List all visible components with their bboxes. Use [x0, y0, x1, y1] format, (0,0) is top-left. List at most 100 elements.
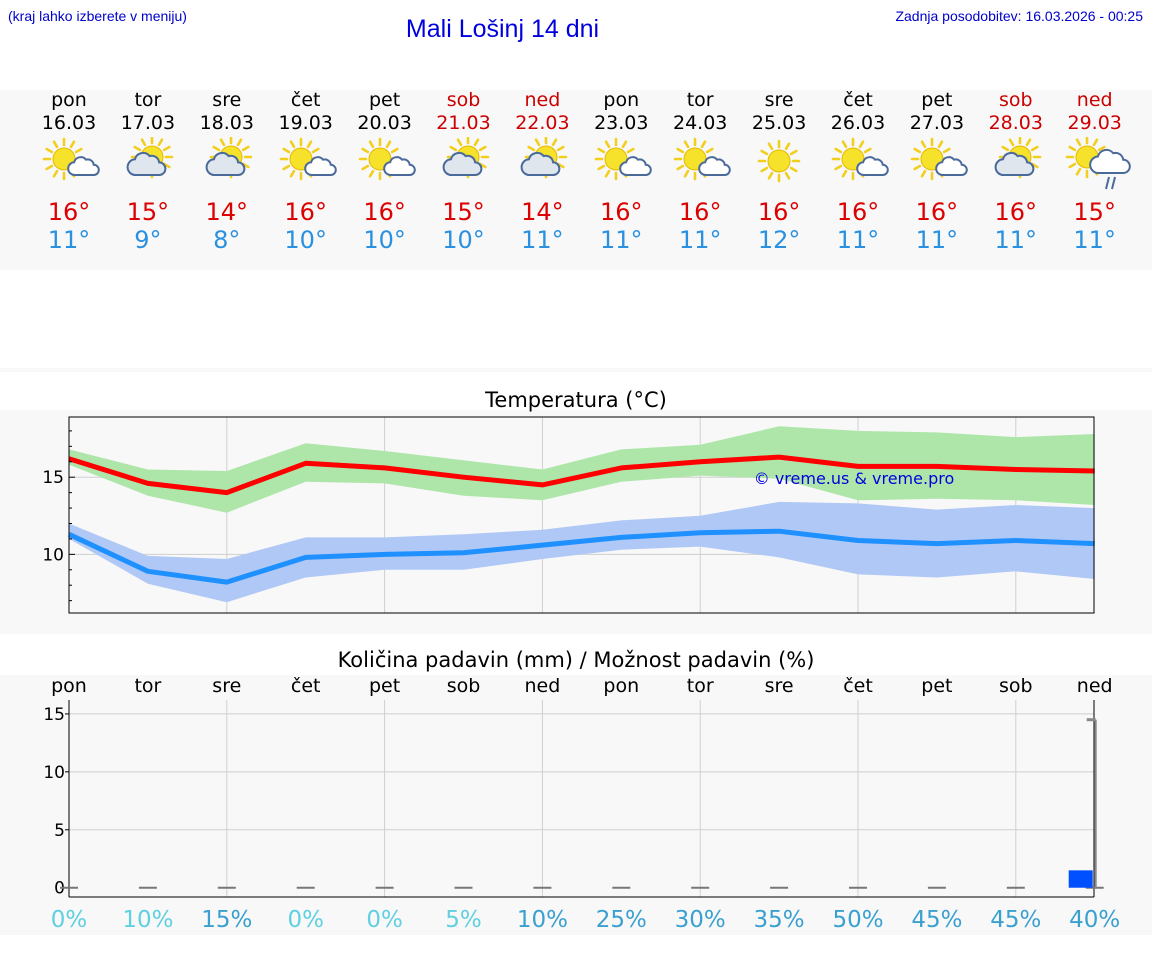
- precip-y-tick-label: 15: [43, 705, 65, 725]
- day-card: ned 22.03 14° 11°: [502, 88, 582, 254]
- day-date: 23.03: [594, 112, 649, 134]
- day-card: ned 29.03 15° 11°: [1055, 88, 1135, 254]
- min-temperature: 10°: [442, 226, 485, 254]
- precip-day-label: pon: [603, 675, 639, 697]
- min-temperature: 11°: [521, 226, 564, 254]
- precip-chance-label: 15%: [201, 907, 252, 933]
- day-name: tor: [134, 89, 162, 111]
- day-name: sob: [446, 89, 481, 111]
- forecast-band: [0, 90, 1152, 270]
- day-date: 16.03: [41, 112, 97, 134]
- min-temperature: 12°: [757, 226, 801, 254]
- min-temperature: 11°: [994, 226, 1038, 254]
- cloud-sun-icon: [189, 135, 265, 187]
- day-card: pon 16.03 16° 11°: [29, 88, 109, 254]
- min-temperature: 11°: [836, 226, 880, 254]
- day-card: sob 28.03 16° 11°: [976, 88, 1056, 254]
- precip-day-label: sre: [765, 675, 794, 697]
- day-name: tor: [686, 89, 714, 111]
- sun-rain-cloud-icon: [1057, 135, 1133, 190]
- precip-day-label: tor: [687, 675, 714, 697]
- day-name: sob: [999, 89, 1033, 111]
- temperature-chart-title: Temperatura (°C): [485, 388, 667, 412]
- precip-bar: [1068, 870, 1093, 888]
- day-card: tor 17.03 15° 9°: [108, 88, 188, 254]
- y-tick-label: 10: [42, 545, 64, 565]
- day-name: čet: [290, 89, 321, 111]
- day-date: 17.03: [120, 112, 176, 134]
- day-date: 19.03: [278, 112, 333, 134]
- precip-day-label: pet: [921, 675, 952, 697]
- day-date: 29.03: [1067, 112, 1122, 134]
- precip-chance-label: 45%: [990, 907, 1041, 933]
- max-temperature: 16°: [47, 198, 91, 226]
- day-card: tor 24.03 16° 11°: [660, 88, 740, 254]
- precip-chance-label: 0%: [51, 907, 88, 933]
- precipitation-chart-title: Količina padavin (mm) / Možnost padavin …: [337, 648, 815, 672]
- day-name: pet: [368, 89, 401, 111]
- day-name: pon: [603, 89, 640, 111]
- max-temperature: 16°: [994, 198, 1038, 226]
- sun-icon: [741, 137, 817, 187]
- min-temperature: 11°: [600, 226, 643, 254]
- y-tick-label: 15: [42, 468, 64, 488]
- day-card: čet 26.03 16° 11°: [818, 88, 898, 254]
- day-date: 28.03: [988, 112, 1043, 134]
- day-date: 27.03: [909, 112, 965, 134]
- max-temperature-range: [69, 426, 1095, 513]
- precip-day-label: pon: [51, 675, 87, 697]
- day-name: ned: [1076, 89, 1113, 111]
- min-temperature: 9°: [134, 226, 162, 254]
- min-temperature: 11°: [1073, 226, 1116, 254]
- max-temperature: 16°: [363, 198, 406, 226]
- min-temperature: 11°: [678, 226, 722, 254]
- max-temperature: 16°: [600, 198, 643, 226]
- max-temperature: 15°: [126, 198, 170, 226]
- precip-plot-area: [69, 700, 1094, 897]
- day-date: 22.03: [515, 112, 570, 134]
- cloud-sun-icon: [978, 135, 1054, 187]
- separator-band: [0, 368, 1152, 372]
- precip-y-tick-label: 10: [43, 763, 65, 783]
- day-card: sre 18.03 14° 8°: [187, 88, 267, 254]
- precip-day-label: tor: [134, 675, 161, 697]
- day-card: pon 23.03 16° 11°: [581, 88, 661, 254]
- cloud-sun-icon: [504, 135, 580, 187]
- precip-chance-label: 45%: [911, 907, 962, 933]
- min-temperature: 10°: [363, 226, 406, 254]
- precip-day-label: čet: [291, 675, 321, 697]
- precip-day-label: pet: [369, 675, 400, 697]
- day-date: 24.03: [672, 112, 728, 134]
- sun-cloud-icon: [268, 137, 344, 187]
- max-temperature: 16°: [678, 198, 722, 226]
- max-temperature: 16°: [915, 198, 959, 226]
- day-name: pet: [921, 89, 953, 111]
- max-temperature: 14°: [205, 198, 249, 226]
- max-temperature-line: [68, 454, 1095, 496]
- precip-y-tick-label: 0: [54, 879, 65, 899]
- precip-chance-label: 0%: [366, 907, 403, 933]
- min-temperature-range: [69, 501, 1095, 603]
- sun-cloud-icon: [31, 137, 107, 187]
- day-date: 21.03: [436, 112, 491, 134]
- last-updated: Zadnja posodobitev: 16.03.2026 - 00:25: [895, 8, 1143, 24]
- precipitation-chart: pon tor sre čet pet sob ned pon tor sre čet pet sob n…: [43, 675, 1120, 933]
- sun-cloud-icon: [583, 137, 659, 187]
- precip-chance-label: 30%: [675, 907, 726, 933]
- day-card: čet 19.03 16° 10°: [266, 88, 346, 254]
- cloud-sun-icon: [110, 135, 186, 187]
- day-name: sre: [764, 89, 794, 111]
- day-date: 25.03: [751, 112, 807, 134]
- max-temperature: 16°: [757, 198, 801, 226]
- cloud-sun-icon: [426, 135, 502, 187]
- max-temperature: 16°: [836, 198, 880, 226]
- min-temperature: 8°: [213, 226, 241, 254]
- max-temperature: 15°: [442, 198, 485, 226]
- max-temperature: 14°: [521, 198, 564, 226]
- precip-chance-label: 5%: [445, 907, 482, 933]
- sun-cloud-icon: [662, 137, 738, 187]
- day-card: pet 27.03 16° 11°: [897, 88, 977, 254]
- plot-frame: [68, 416, 1095, 614]
- day-name: sre: [212, 89, 242, 111]
- day-date: 20.03: [357, 112, 412, 134]
